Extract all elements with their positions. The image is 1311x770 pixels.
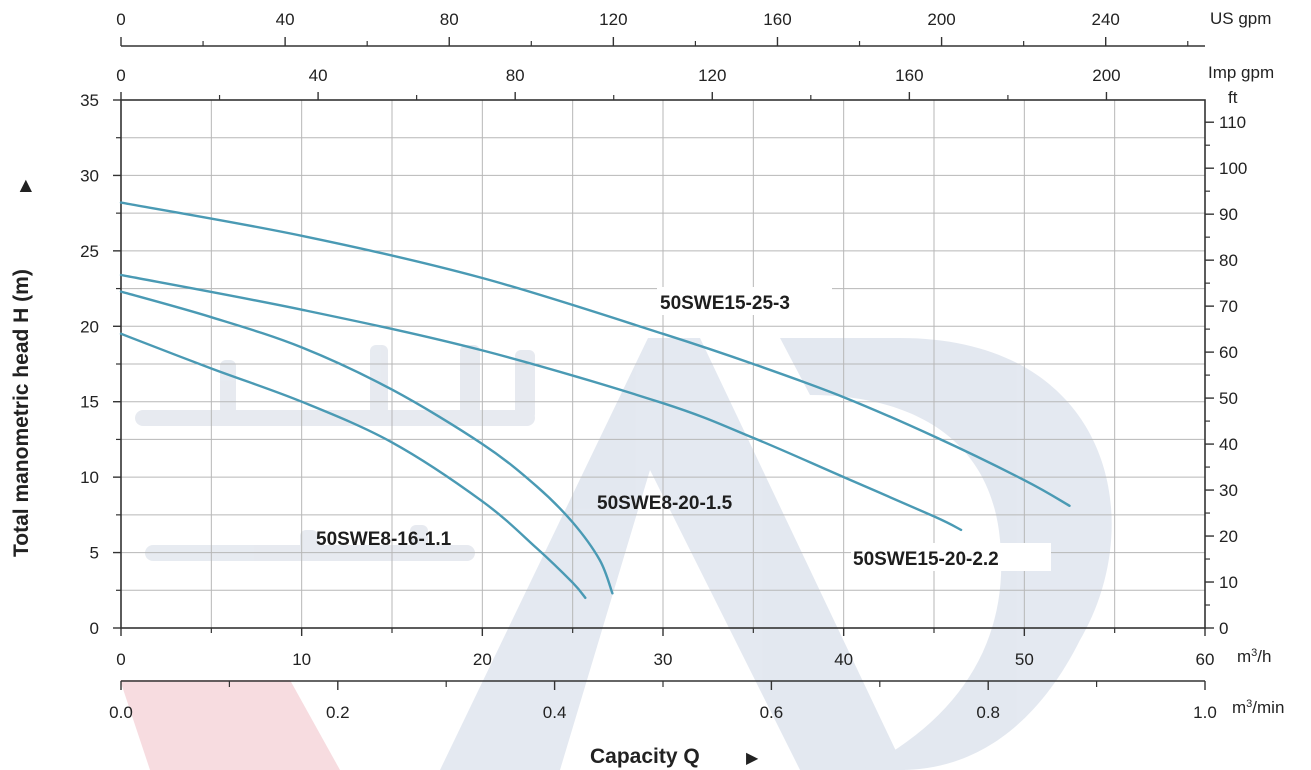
x-m3h-tick-label: 30 <box>654 650 673 669</box>
x-axis-arrow: ▶ <box>746 750 759 767</box>
y-m-tick-label: 0 <box>90 619 99 638</box>
y-axis-title: Total manometric head H (m) <box>10 269 33 557</box>
x-m3min-tick-label: 0.6 <box>760 703 784 722</box>
imp-gpm-axis: 0 40 80 120 160 200 Imp gpm <box>116 63 1274 100</box>
x-axis-m3min-unit: m3/min <box>1232 698 1284 717</box>
us-gpm-axis: 0 40 80 120 160 200 240 US gpm <box>116 9 1271 47</box>
y-ft-tick-label: 70 <box>1219 297 1238 316</box>
x-m3h-tick-label: 0 <box>116 650 125 669</box>
us-gpm-tick-label: 200 <box>927 10 955 29</box>
watermark-blue-a <box>440 338 905 770</box>
curve-50swe15-25-3 <box>119 201 1071 507</box>
x-axis-m3min: m3/min 0.0 0.2 0.4 0.6 0.8 1.0 <box>109 680 1284 722</box>
y-axis-arrow: ▶ <box>17 179 34 192</box>
y-ft-tick-label: 80 <box>1219 251 1238 270</box>
label-50swe15-25-3: 50SWE15-25-3 <box>660 293 790 314</box>
curve-50swe8-16-1.1 <box>119 332 587 599</box>
y-axis-feet: ft 0 10 20 30 40 50 60 70 80 90 100 110 <box>1205 88 1247 638</box>
label-50swe8-16-1.1: 50SWE8-16-1.1 <box>316 529 452 550</box>
y-ft-tick-label: 110 <box>1219 113 1246 132</box>
y-axis-feet-unit: ft <box>1228 88 1238 107</box>
us-gpm-tick-label: 240 <box>1092 10 1120 29</box>
us-gpm-tick-label: 160 <box>763 10 791 29</box>
y-m-tick-label: 20 <box>80 317 99 336</box>
y-m-tick-label: 15 <box>80 393 99 412</box>
imp-gpm-tick-label: 200 <box>1092 66 1120 85</box>
x-m3h-tick-label: 10 <box>292 650 311 669</box>
y-ft-tick-label: 100 <box>1219 159 1247 178</box>
x-m3h-tick-label: 60 <box>1196 650 1215 669</box>
x-m3h-tick-label: 40 <box>834 650 853 669</box>
y-ft-tick-label: 60 <box>1219 343 1238 362</box>
y-m-tick-label: 35 <box>80 91 99 110</box>
us-gpm-tick-label: 120 <box>599 10 627 29</box>
y-m-tick-label: 5 <box>90 544 99 563</box>
x-m3min-tick-label: 0.0 <box>109 703 133 722</box>
y-m-tick-label: 30 <box>80 166 99 185</box>
x-axis-title: Capacity Q <box>590 745 700 768</box>
y-ft-tick-label: 40 <box>1219 435 1238 454</box>
y-ft-tick-label: 0 <box>1219 619 1228 638</box>
y-ft-tick-label: 30 <box>1219 481 1238 500</box>
us-gpm-tick-label: 40 <box>276 10 295 29</box>
imp-gpm-unit: Imp gpm <box>1208 63 1274 82</box>
imp-gpm-tick-label: 160 <box>895 66 923 85</box>
curve-50swe8-20-1.5 <box>119 290 614 595</box>
x-m3min-tick-label: 0.2 <box>326 703 350 722</box>
x-m3min-tick-label: 1.0 <box>1193 703 1217 722</box>
pump-curves <box>119 201 1071 599</box>
y-ft-tick-label: 90 <box>1219 205 1238 224</box>
us-gpm-unit: US gpm <box>1210 9 1271 28</box>
x-axis-m3h: m3/h 0 10 20 30 40 50 60 <box>116 628 1271 669</box>
x-m3h-tick-label: 50 <box>1015 650 1034 669</box>
label-50swe8-20-1.5: 50SWE8-20-1.5 <box>597 493 733 514</box>
x-axis-m3h-unit: m3/h <box>1237 647 1271 666</box>
imp-gpm-tick-label: 120 <box>698 66 726 85</box>
imp-gpm-tick-label: 80 <box>506 66 525 85</box>
watermark-blue-d <box>780 338 1112 770</box>
x-m3h-tick-label: 20 <box>473 650 492 669</box>
x-m3min-tick-label: 0.4 <box>543 703 567 722</box>
imp-gpm-tick-label: 40 <box>309 66 328 85</box>
label-50swe15-20-2.2: 50SWE15-20-2.2 <box>853 549 999 570</box>
watermark-red-stroke <box>120 680 340 770</box>
y-ft-tick-label: 20 <box>1219 527 1238 546</box>
y-ft-tick-label: 10 <box>1219 573 1238 592</box>
x-m3min-tick-label: 0.8 <box>976 703 1000 722</box>
y-m-tick-label: 10 <box>80 468 99 487</box>
y-ft-tick-label: 50 <box>1219 389 1238 408</box>
curve-50swe15-20-2.2 <box>119 273 963 532</box>
us-gpm-tick-label: 80 <box>440 10 459 29</box>
y-m-tick-label: 25 <box>80 242 99 261</box>
y-axis-meters: 0 5 10 15 20 25 30 35 <box>80 91 121 638</box>
us-gpm-tick-label: 0 <box>116 10 125 29</box>
imp-gpm-tick-label: 0 <box>116 66 125 85</box>
curve-labels: 50SWE15-25-3 50SWE15-20-2.2 50SWE8-20-1.… <box>316 287 1051 571</box>
